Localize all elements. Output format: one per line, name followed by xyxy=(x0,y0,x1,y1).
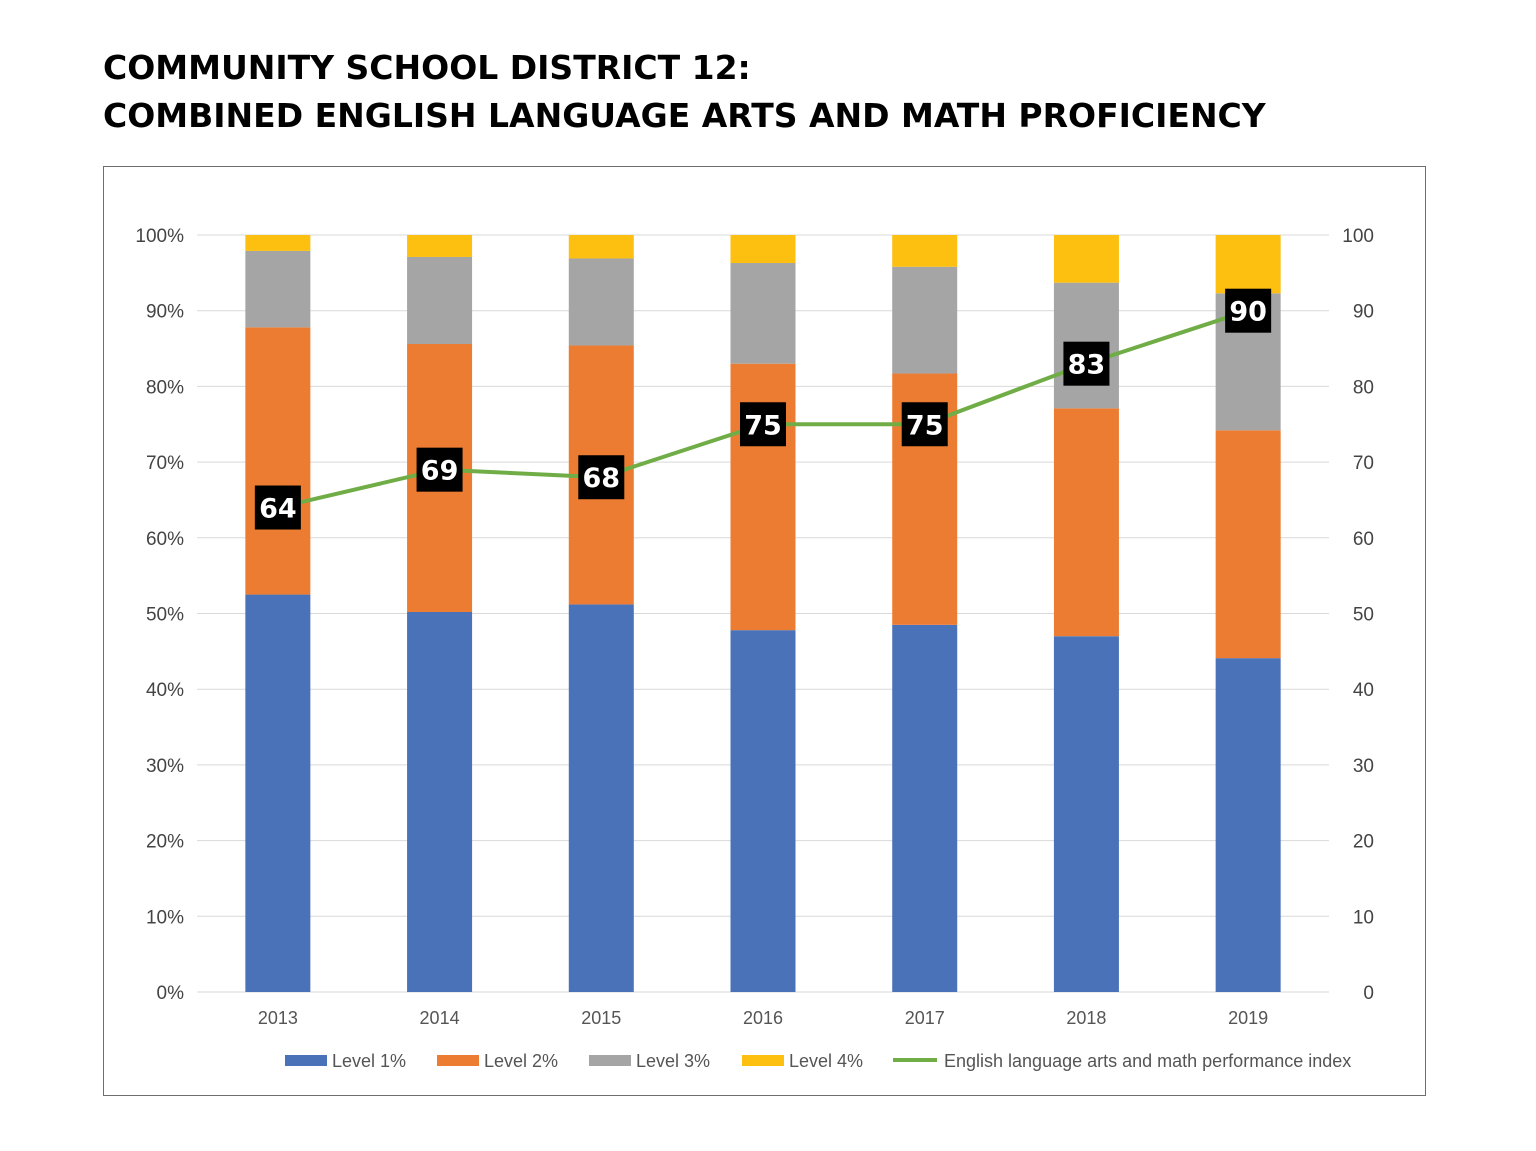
legend: Level 1% Level 2% Level 3% Level 4% English … xyxy=(285,1051,1351,1071)
y-left-tick-label: 90% xyxy=(146,302,184,323)
y-left-tick-label: 100% xyxy=(135,226,184,247)
bar-segment-level-3 xyxy=(407,256,473,345)
y-right-tick-label: 80 xyxy=(1353,377,1374,398)
index-point-label: 75 xyxy=(744,410,782,441)
right-axis-ticks: 0 10 20 30 40 50 60 70 80 90 100 xyxy=(1342,226,1374,1004)
index-label-box xyxy=(1063,341,1110,386)
bar-segment-level-2 xyxy=(1215,430,1281,659)
index-point-label: 75 xyxy=(906,410,944,441)
y-right-tick-label: 60 xyxy=(1353,529,1374,550)
bar-segment-level-1 xyxy=(1215,658,1281,992)
x-category-label: 2014 xyxy=(420,1008,460,1028)
bar-segment-level-1 xyxy=(892,624,958,992)
y-left-tick-label: 60% xyxy=(146,529,184,550)
chart-title: COMMUNITY SCHOOL DISTRICT 12: COMBINED E… xyxy=(103,44,1266,140)
legend-swatch-level-4 xyxy=(742,1055,784,1066)
index-point-label: 68 xyxy=(582,463,620,494)
y-right-tick-label: 90 xyxy=(1353,302,1374,323)
chart-title-line-2: COMBINED ENGLISH LANGUAGE ARTS AND MATH … xyxy=(103,96,1266,135)
bar-segment-level-4 xyxy=(892,235,958,267)
bar-segment-level-1 xyxy=(245,594,311,992)
chart-title-line-1: COMMUNITY SCHOOL DISTRICT 12: xyxy=(103,48,751,87)
category-labels: 2013 2014 2015 2016 2017 2018 2019 xyxy=(258,1008,1268,1028)
x-category-label: 2017 xyxy=(905,1008,945,1028)
bar-segment-level-4 xyxy=(730,235,796,264)
bar-segment-level-4 xyxy=(1053,235,1119,283)
y-right-tick-label: 10 xyxy=(1353,907,1374,928)
bar-segment-level-3 xyxy=(892,266,958,374)
bar-segment-level-3 xyxy=(730,263,796,364)
index-label-box xyxy=(578,455,625,500)
legend-swatch-level-3 xyxy=(589,1055,631,1066)
legend-swatch-level-1 xyxy=(285,1055,327,1066)
y-right-tick-label: 20 xyxy=(1353,832,1374,853)
index-label-box xyxy=(740,402,786,447)
index-label-box xyxy=(901,402,948,447)
bar-segment-level-2 xyxy=(245,327,311,595)
bar-segment-level-4 xyxy=(1215,235,1281,294)
index-label-box xyxy=(1225,288,1272,333)
index-point-label: 69 xyxy=(421,456,459,487)
x-category-label: 2019 xyxy=(1228,1008,1268,1028)
y-right-tick-label: 70 xyxy=(1353,453,1374,474)
bar-segment-level-3 xyxy=(245,250,311,328)
bar-segment-level-1 xyxy=(407,611,473,992)
y-right-tick-label: 30 xyxy=(1353,756,1374,777)
index-point-labels: 64 69 68 75 75 83 90 xyxy=(254,288,1272,530)
index-point-label: 83 xyxy=(1068,350,1106,381)
bar-segment-level-4 xyxy=(568,235,634,259)
legend-swatch-level-2 xyxy=(437,1055,479,1066)
left-axis-ticks: 0% 10% 20% 30% 40% 50% 60% 70% 80% 90% 100% xyxy=(135,226,184,1004)
y-left-tick-label: 0% xyxy=(157,983,185,1004)
y-left-tick-label: 30% xyxy=(146,756,184,777)
bar-segment-level-3 xyxy=(568,258,634,346)
y-left-tick-label: 50% xyxy=(146,605,184,626)
y-right-tick-label: 100 xyxy=(1342,226,1374,247)
bar-segment-level-2 xyxy=(1053,408,1119,637)
legend-label-level-1: Level 1% xyxy=(332,1051,406,1071)
x-category-label: 2018 xyxy=(1066,1008,1106,1028)
legend-label-index-line: English language arts and math performan… xyxy=(944,1051,1351,1071)
y-left-tick-label: 10% xyxy=(146,907,184,928)
bar-segment-level-4 xyxy=(245,235,311,251)
y-left-tick-label: 40% xyxy=(146,680,184,701)
bar-segment-level-1 xyxy=(1053,636,1119,992)
index-point-label: 90 xyxy=(1229,297,1267,328)
legend-label-level-3: Level 3% xyxy=(636,1051,710,1071)
index-point-label: 64 xyxy=(259,494,297,525)
stacked-bar-line-chart: 0% 10% 20% 30% 40% 50% 60% 70% 80% 90% 100% 0 10 20 3… xyxy=(135,226,1374,1071)
chart-frame: 0% 10% 20% 30% 40% 50% 60% 70% 80% 90% 100% 0 10 20 3… xyxy=(103,166,1426,1096)
y-left-tick-label: 20% xyxy=(146,832,184,853)
x-category-label: 2015 xyxy=(581,1008,621,1028)
x-category-label: 2016 xyxy=(743,1008,783,1028)
legend-label-level-2: Level 2% xyxy=(484,1051,558,1071)
y-right-tick-label: 40 xyxy=(1353,680,1374,701)
x-category-label: 2013 xyxy=(258,1008,298,1028)
bar-segment-level-1 xyxy=(730,630,796,992)
index-label-box xyxy=(416,447,463,492)
y-right-tick-label: 50 xyxy=(1353,605,1374,626)
y-left-tick-label: 80% xyxy=(146,377,184,398)
bar-segment-level-1 xyxy=(568,604,634,992)
index-label-box xyxy=(254,485,301,530)
y-left-tick-label: 70% xyxy=(146,453,184,474)
y-right-tick-label: 0 xyxy=(1363,983,1374,1004)
bar-segment-level-4 xyxy=(407,235,473,257)
legend-label-level-4: Level 4% xyxy=(789,1051,863,1071)
